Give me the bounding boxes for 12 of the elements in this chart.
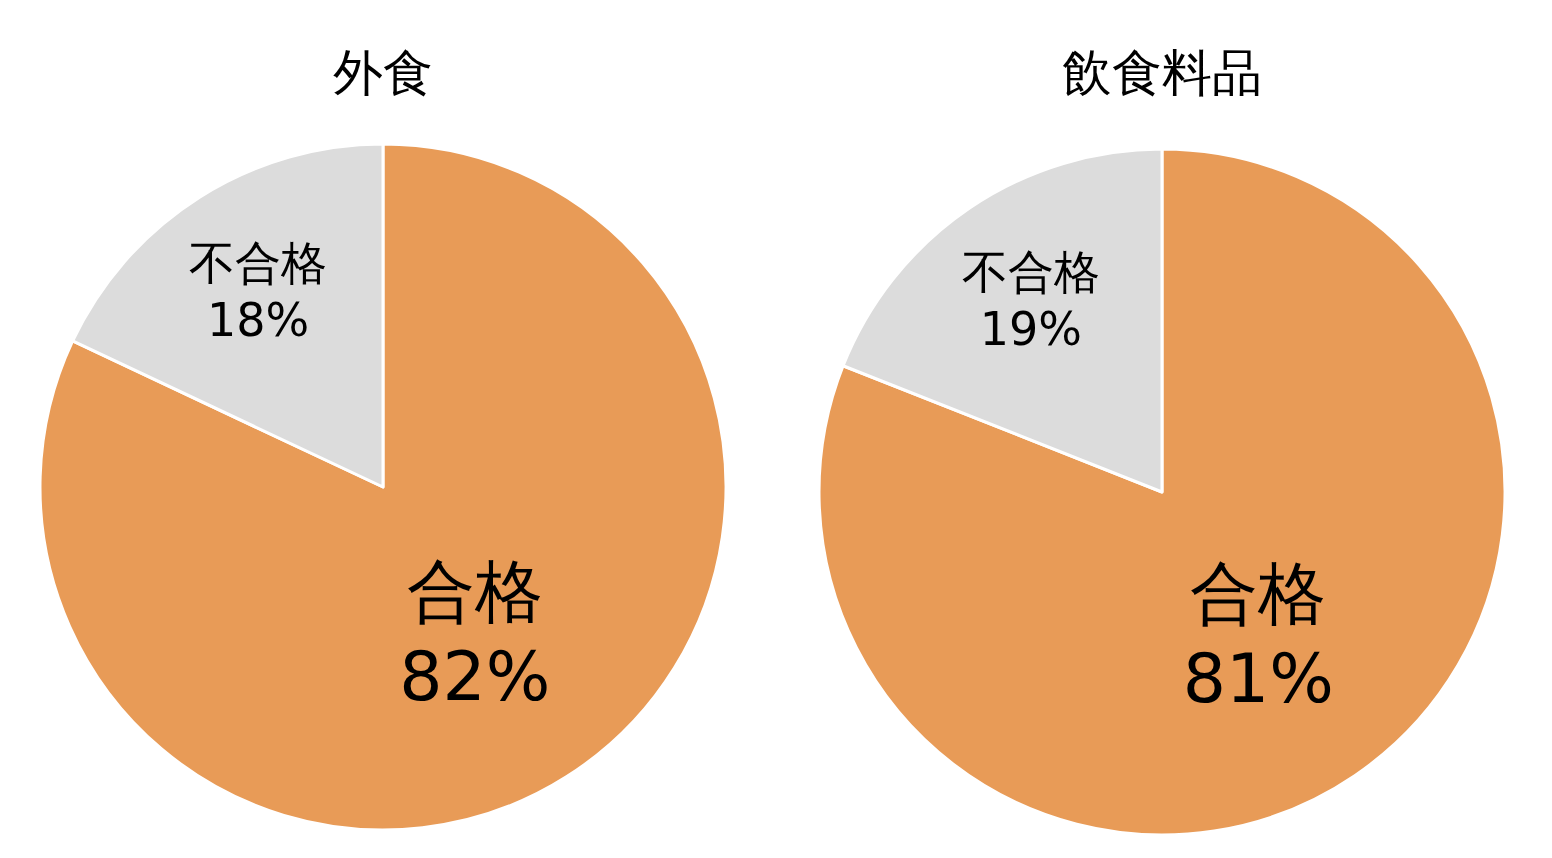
pie-slice — [38, 142, 728, 832]
data-label: 18% — [206, 293, 310, 348]
data-label: 82% — [399, 636, 551, 716]
slice-label: 不合格 — [961, 244, 1100, 299]
chart-title: 飲食料品 — [1062, 44, 1262, 102]
slice-label: 不合格 — [189, 235, 328, 290]
pie-slice — [817, 147, 1507, 837]
data-label: 81% — [1182, 638, 1334, 718]
data-label: 19% — [979, 302, 1083, 357]
slice-label: 合格 — [406, 551, 543, 631]
chart-title: 外食 — [333, 44, 433, 102]
slice-label: 合格 — [1190, 553, 1327, 633]
